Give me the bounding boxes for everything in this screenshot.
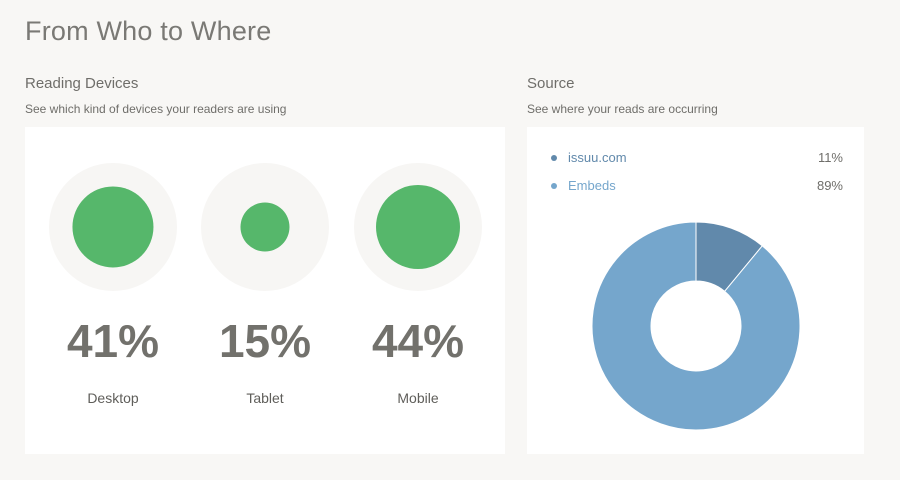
device-percent-desktop: 41% [66,315,160,367]
device-percent-tablet: 15% [218,315,312,367]
source-section-subtitle: See where your reads are occurring [527,102,718,116]
device-ring [201,163,329,291]
devices-section-title: Reading Devices [25,75,139,92]
device-percent-mobile: 44% [371,315,465,367]
legend-item-issuu[interactable]: issuu.com 11% [551,150,843,168]
device-bubble-tablet [240,202,290,252]
source-card: issuu.com 11% Embeds 89% [527,127,864,454]
devices-section-subtitle: See which kind of devices your readers a… [25,102,287,116]
legend-item-embeds[interactable]: Embeds 89% [551,178,843,196]
source-donut-chart [591,221,801,431]
device-tablet: 15% Tablet [201,163,329,406]
device-label-desktop: Desktop [87,390,139,406]
legend-percent-embeds: 89% [816,178,843,193]
legend-label-embeds: Embeds [568,178,616,193]
donut-slice-embeds[interactable] [591,221,801,431]
legend-label-issuu: issuu.com [568,150,627,165]
page-title: From Who to Where [25,16,272,46]
device-label-mobile: Mobile [397,390,439,406]
reading-devices-card: 41% Desktop 15% Tablet 44% Mobile [25,127,505,454]
device-mobile: 44% Mobile [354,163,482,406]
legend-percent-issuu: 11% [817,150,843,165]
device-desktop: 41% Desktop [49,163,177,406]
device-label-tablet: Tablet [246,390,284,406]
device-bubble-desktop [72,186,154,268]
device-bubble-mobile [376,185,460,269]
source-section-title: Source [527,75,575,92]
device-ring [354,163,482,291]
legend-dot-embeds [551,183,557,189]
legend-dot-issuu [551,155,557,161]
device-ring [49,163,177,291]
